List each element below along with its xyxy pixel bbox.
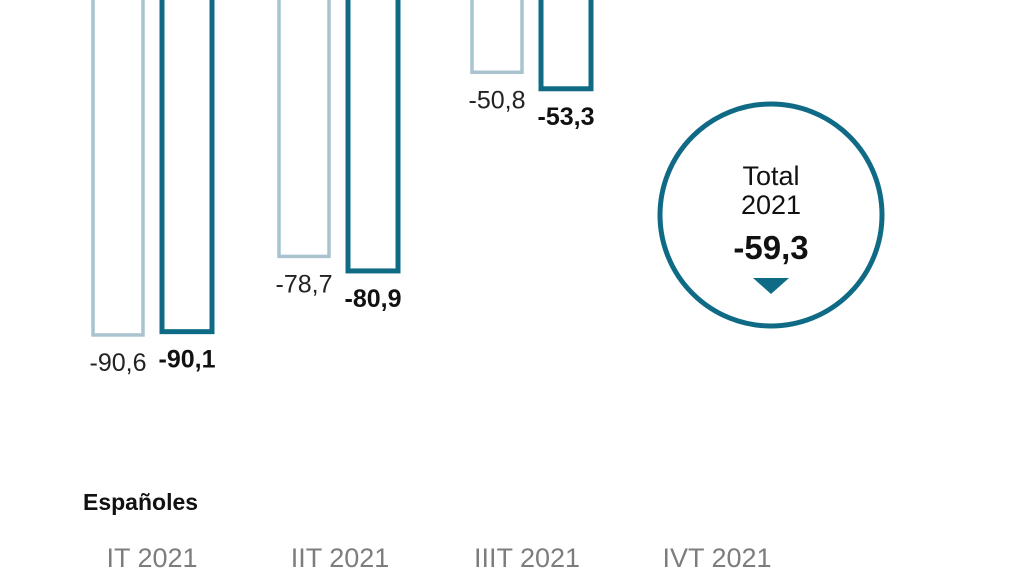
bars-group bbox=[91, 0, 594, 337]
value-label-series2-3: -53,3 bbox=[538, 103, 595, 131]
bar-series2-1 bbox=[159, 0, 215, 335]
bar-series1-1 bbox=[91, 0, 145, 337]
total-label-line2: 2021 bbox=[741, 190, 801, 220]
bar-series1-3 bbox=[470, 0, 524, 75]
category-label-3: IIIT 2021 bbox=[474, 543, 580, 569]
bar-series1-2 bbox=[277, 0, 331, 259]
value-label-series2-1: -90,1 bbox=[159, 346, 216, 374]
value-label-series1-1: -90,6 bbox=[90, 349, 147, 377]
total-value: -59,3 bbox=[733, 229, 808, 266]
legend-label: Españoles bbox=[83, 489, 198, 515]
category-label-4: IVT 2021 bbox=[662, 543, 771, 569]
category-label-1: IT 2021 bbox=[106, 543, 197, 569]
value-label-series1-3: -50,8 bbox=[469, 86, 526, 114]
value-label-series2-2: -80,9 bbox=[345, 285, 402, 313]
bar-series2-2 bbox=[345, 0, 401, 274]
value-label-series1-2: -78,7 bbox=[276, 270, 333, 298]
total-badge: Total 2021 -59,3 bbox=[657, 101, 885, 329]
total-label-line1: Total bbox=[742, 161, 799, 191]
total-circle bbox=[657, 101, 885, 329]
value-labels-group: -90,6-78,7-50,8-25,3-90,1-80,9-53,3 bbox=[90, 86, 595, 377]
bar-series2-3 bbox=[538, 0, 594, 92]
down-arrow-icon bbox=[753, 278, 789, 294]
category-label-2: IIT 2021 bbox=[291, 543, 390, 569]
